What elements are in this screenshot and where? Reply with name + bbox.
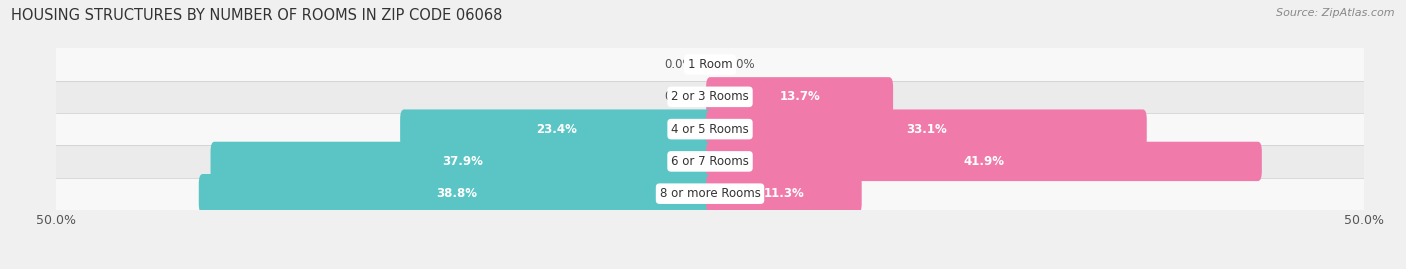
FancyBboxPatch shape — [706, 142, 1261, 181]
Text: 23.4%: 23.4% — [537, 123, 578, 136]
Text: 41.9%: 41.9% — [963, 155, 1004, 168]
Bar — [56, 81, 1364, 113]
FancyBboxPatch shape — [706, 109, 1147, 149]
Text: 13.7%: 13.7% — [779, 90, 820, 103]
Text: 33.1%: 33.1% — [905, 123, 946, 136]
Text: 4 or 5 Rooms: 4 or 5 Rooms — [671, 123, 749, 136]
FancyBboxPatch shape — [211, 142, 714, 181]
Bar — [56, 178, 1364, 210]
Text: HOUSING STRUCTURES BY NUMBER OF ROOMS IN ZIP CODE 06068: HOUSING STRUCTURES BY NUMBER OF ROOMS IN… — [11, 8, 502, 23]
Bar — [56, 145, 1364, 178]
Text: 37.9%: 37.9% — [441, 155, 482, 168]
Text: 8 or more Rooms: 8 or more Rooms — [659, 187, 761, 200]
Text: 0.0%: 0.0% — [665, 90, 695, 103]
Text: 1 Room: 1 Room — [688, 58, 733, 71]
Text: 0.0%: 0.0% — [665, 58, 695, 71]
Text: 6 or 7 Rooms: 6 or 7 Rooms — [671, 155, 749, 168]
FancyBboxPatch shape — [706, 174, 862, 213]
FancyBboxPatch shape — [706, 77, 893, 116]
Text: Source: ZipAtlas.com: Source: ZipAtlas.com — [1277, 8, 1395, 18]
Text: 2 or 3 Rooms: 2 or 3 Rooms — [671, 90, 749, 103]
Bar — [56, 48, 1364, 81]
Bar — [56, 113, 1364, 145]
Text: 38.8%: 38.8% — [436, 187, 477, 200]
FancyBboxPatch shape — [401, 109, 714, 149]
Text: 11.3%: 11.3% — [763, 187, 804, 200]
Text: 0.0%: 0.0% — [725, 58, 755, 71]
FancyBboxPatch shape — [198, 174, 714, 213]
